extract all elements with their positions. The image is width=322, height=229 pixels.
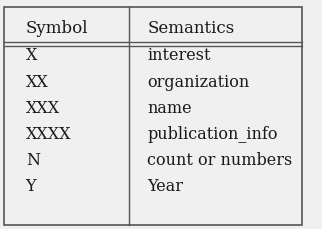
FancyBboxPatch shape <box>5 8 302 225</box>
Text: N: N <box>26 151 40 168</box>
Text: XXXX: XXXX <box>26 125 71 142</box>
Text: publication_info: publication_info <box>147 125 278 142</box>
Text: XX: XX <box>26 73 48 90</box>
Text: organization: organization <box>147 73 250 90</box>
Text: Semantics: Semantics <box>147 20 234 37</box>
Text: interest: interest <box>147 47 211 64</box>
Text: Y: Y <box>26 177 36 194</box>
Text: count or numbers: count or numbers <box>147 151 292 168</box>
Text: name: name <box>147 99 192 116</box>
Text: XXX: XXX <box>26 99 60 116</box>
Text: Symbol: Symbol <box>26 20 88 37</box>
Text: X: X <box>26 47 37 64</box>
Text: Year: Year <box>147 177 183 194</box>
